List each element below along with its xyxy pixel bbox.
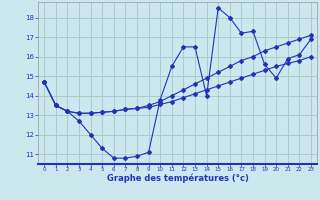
X-axis label: Graphe des températures (°c): Graphe des températures (°c) (107, 174, 249, 183)
